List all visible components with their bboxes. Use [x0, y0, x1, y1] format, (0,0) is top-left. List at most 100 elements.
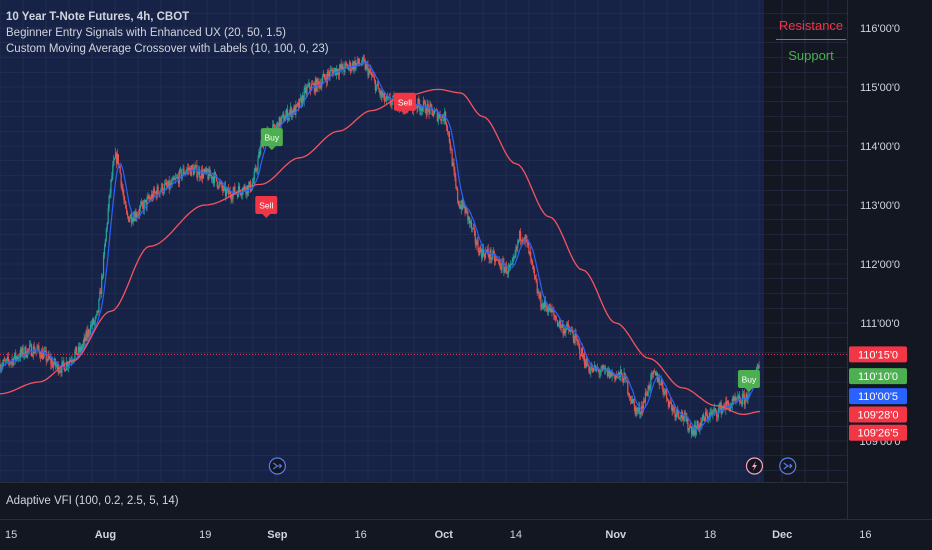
candle-down [521, 239, 524, 242]
candle-down [455, 177, 457, 187]
candle-down [148, 196, 150, 200]
candle-down [238, 186, 241, 191]
candle-down [454, 170, 456, 178]
candle-up [591, 366, 593, 369]
candle-up [382, 95, 384, 98]
candle-up [10, 361, 12, 364]
candle-down [323, 73, 326, 78]
candle-up [470, 221, 472, 224]
candle-up [26, 356, 28, 358]
candle-down [490, 250, 492, 260]
price-tag[interactable]: 109'26'5 [849, 424, 907, 441]
candle-up [241, 192, 243, 196]
candle-down [608, 368, 610, 379]
candle-down [443, 117, 445, 121]
candle-up [59, 370, 61, 372]
price-axis-label: 111'00'0 [860, 318, 899, 330]
candle-down [436, 110, 438, 122]
support-resistance-legend: Resistance Support [776, 18, 846, 63]
candle-up [163, 191, 165, 193]
candle-up [101, 276, 103, 295]
symbol-title[interactable]: 10 Year T-Note Futures, 4h, CBOT [6, 11, 190, 23]
candle-up [582, 354, 585, 358]
candle-up [565, 328, 567, 333]
indicator-ma-crossover[interactable]: Custom Moving Average Crossover with Lab… [6, 43, 329, 55]
candle-up [106, 223, 108, 229]
candle-down [493, 251, 495, 253]
candle-up [476, 240, 478, 245]
candle-down [652, 372, 654, 375]
buy-signal[interactable]: Buy [260, 128, 283, 151]
candle-down [602, 365, 604, 367]
candle-up [569, 330, 572, 332]
candle-up [607, 368, 609, 377]
candle-down [556, 320, 559, 326]
candle-down [50, 358, 52, 365]
candle-down [300, 98, 303, 106]
pane-divider[interactable] [0, 482, 847, 483]
candle-down [562, 324, 564, 334]
candle-down [448, 132, 450, 143]
candle-down [583, 354, 585, 364]
buy-signal[interactable]: Buy [737, 370, 760, 393]
candle-up [104, 239, 107, 248]
candle-up [748, 386, 750, 398]
candle-down [711, 411, 713, 415]
candle-up [725, 401, 727, 411]
candle-up [637, 410, 639, 412]
candle-down [216, 180, 218, 187]
candle-up [504, 268, 506, 273]
candle-down [48, 354, 50, 359]
indicator-entry-signals[interactable]: Beginner Entry Signals with Enhanced UX … [6, 27, 286, 39]
candle-down [211, 174, 213, 180]
price-tag-text: 110'00'5 [858, 391, 898, 403]
support-label: Support [788, 48, 834, 63]
candle-down [553, 310, 555, 315]
candle-up [81, 347, 83, 351]
candle-up [156, 186, 158, 198]
candle-down [86, 331, 88, 338]
candle-up [41, 350, 43, 359]
price-tag[interactable]: 110'00'5 [849, 388, 907, 405]
candle-up [689, 426, 691, 430]
price-tag[interactable]: 110'10'0 [849, 368, 907, 385]
split-arrow-icon[interactable] [779, 457, 797, 475]
sell-signal[interactable]: Sell [393, 92, 416, 115]
candle-down [519, 231, 522, 241]
candle-up [417, 98, 419, 109]
candle-down [545, 306, 548, 308]
candle-up [77, 346, 80, 354]
candle-up [194, 166, 196, 169]
candle-up [19, 349, 21, 359]
lightning-icon[interactable] [745, 457, 764, 475]
price-tag[interactable]: 110'15'0 [849, 346, 907, 363]
candle-down [294, 106, 296, 115]
candle-down [196, 165, 198, 178]
candle-down [658, 377, 660, 385]
price-tag[interactable]: 109'28'0 [849, 406, 907, 423]
sell-signal[interactable]: Sell [255, 196, 278, 218]
candle-down [736, 398, 738, 400]
signal-pointer [267, 146, 276, 151]
signal-pointer [400, 110, 409, 115]
candle-down [589, 371, 591, 373]
candle-up [29, 344, 32, 346]
signal-box [260, 128, 283, 147]
candle-down [666, 389, 668, 399]
candle-up [482, 248, 484, 258]
candle-up [505, 264, 507, 269]
candle-up [357, 58, 359, 63]
candle-down [302, 95, 304, 103]
candle-down [371, 73, 373, 76]
split-arrow-icon[interactable] [268, 457, 286, 475]
vfi-indicator-label[interactable]: Adaptive VFI (100, 0.2, 2.5, 5, 14) [6, 495, 179, 507]
candle-up [62, 360, 64, 362]
candle-up [14, 352, 16, 359]
split-glyph [273, 462, 283, 470]
candle-up [322, 77, 324, 83]
candle-up [3, 359, 5, 364]
candle-up [330, 69, 332, 71]
candle-up [188, 167, 191, 171]
price-axis-label: 113'00'0 [860, 200, 900, 212]
